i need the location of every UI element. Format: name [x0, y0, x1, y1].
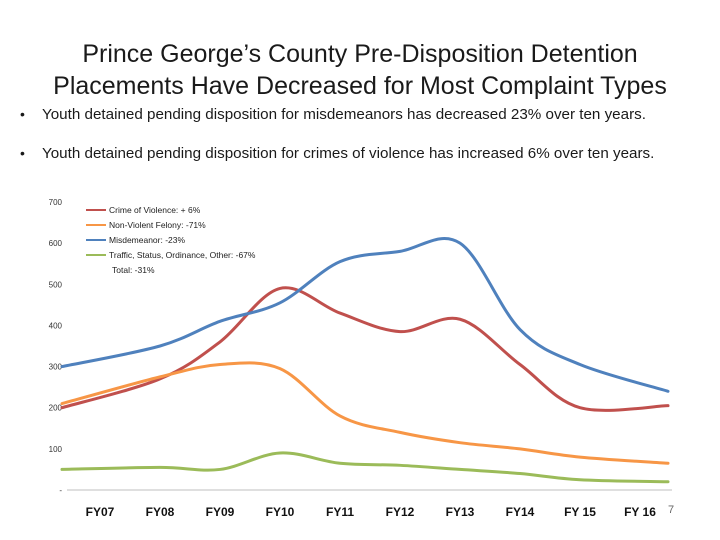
x-tick-label: FY11 [326, 505, 354, 519]
y-tick-label: 200 [49, 404, 63, 413]
legend-label: Crime of Violence: + 6% [109, 205, 201, 215]
bullet-icon: • [20, 145, 25, 161]
legend-total-label: Total: -31% [112, 265, 155, 275]
y-tick-label: 400 [49, 321, 63, 330]
y-tick-label: - [59, 486, 62, 495]
legend-label: Misdemeanor: -23% [109, 235, 186, 245]
title-line-1: Prince George’s County Pre-Disposition D… [82, 40, 638, 68]
legend-label: Non-Violent Felony: -71% [109, 220, 206, 230]
bullet-item: • Youth detained pending disposition for… [20, 145, 715, 162]
y-tick-label: 300 [49, 363, 63, 372]
x-tick-label: FY 15 [564, 505, 596, 519]
series-line [60, 237, 670, 393]
legend-label: Traffic, Status, Ordinance, Other: -67% [109, 250, 256, 260]
bullet-text: Youth detained pending disposition for m… [42, 106, 646, 123]
x-tick-label: FY 16 [624, 505, 656, 519]
bullet-icon: • [20, 106, 25, 122]
x-tick-label: FY12 [386, 505, 415, 519]
x-tick-label: FY07 [86, 505, 115, 519]
x-tick-label: FY13 [446, 505, 475, 519]
bullet-text: Youth detained pending disposition for c… [42, 145, 655, 162]
y-tick-label: 600 [49, 239, 63, 248]
bullet-list: • Youth detained pending disposition for… [20, 106, 715, 162]
title-line-2: Placements Have Decreased for Most Compl… [53, 72, 667, 100]
y-tick-label: 100 [49, 445, 63, 454]
series-line [60, 286, 670, 412]
page-number: 7 [668, 504, 675, 516]
x-tick-label: FY10 [266, 505, 295, 519]
x-tick-label: FY08 [146, 505, 175, 519]
x-tick-label: FY09 [206, 505, 235, 519]
x-tick-label: FY14 [506, 505, 535, 519]
bullet-item: • Youth detained pending disposition for… [20, 106, 715, 123]
series-line [60, 451, 670, 484]
y-tick-label: 500 [49, 280, 63, 289]
series-line [60, 361, 670, 465]
y-tick-label: 700 [49, 198, 63, 207]
line-chart: - 100 200 300 400 500 600 700 FY07 FY08 FY09 FY10 FY… [49, 198, 672, 519]
slide-title: Prince George’s County Pre-Disposition D… [20, 38, 700, 102]
